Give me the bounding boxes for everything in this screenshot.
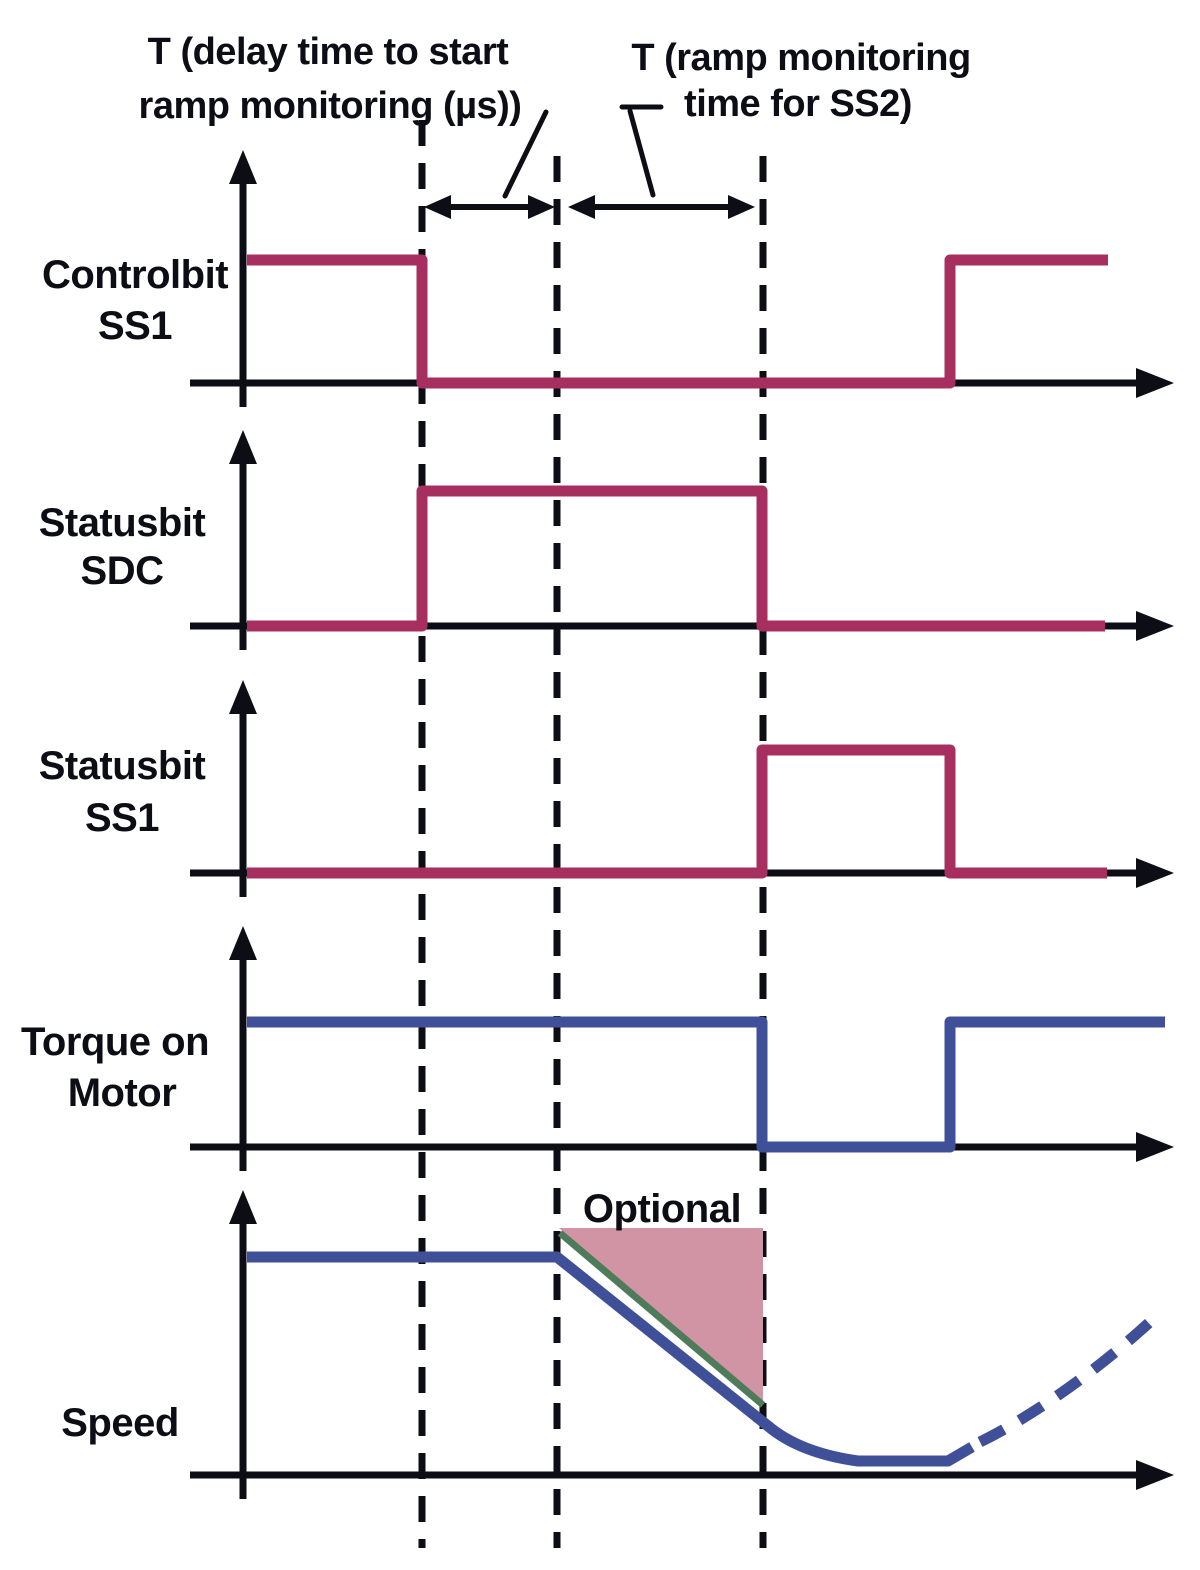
signal-controlbit-ss1	[247, 254, 1108, 389]
signal-traces	[247, 254, 1165, 1467]
panel-label-controlbit-ss1: SS1	[98, 304, 172, 348]
y-axis-arrowhead	[229, 926, 257, 960]
y-axis-arrowhead	[229, 680, 257, 714]
callout-line-1	[502, 109, 549, 199]
measure-arrows	[424, 195, 755, 219]
axis-statusbit-sdc	[190, 430, 1174, 650]
measure-arrowhead-right	[728, 195, 755, 219]
panel-label-statusbit-sdc: SDC	[81, 549, 164, 593]
ramp-monitoring-label-line2: time for SS2)	[684, 83, 912, 125]
axis-controlbit-ss1	[190, 150, 1174, 407]
panel-label-statusbit: Statusbit	[39, 501, 206, 545]
optional-region	[557, 1228, 766, 1408]
optional-label: Optional	[583, 1187, 741, 1231]
ramp-monitoring-label-line1: T (ramp monitoring	[631, 37, 970, 79]
y-axis-arrowhead	[229, 430, 257, 464]
measure-arrow-1	[424, 195, 555, 219]
axis-speed	[190, 1190, 1174, 1499]
signal-speed-solid	[247, 1251, 975, 1467]
ramp-limit-green-edge	[557, 1230, 766, 1408]
y-axis-arrowhead	[229, 1190, 257, 1224]
callout-lines	[502, 104, 664, 199]
measure-arrowhead-right	[528, 195, 555, 219]
panel-label-statusbit2: Statusbit	[39, 744, 206, 788]
x-axis-arrowhead	[1136, 1132, 1174, 1162]
axis-torque-on-motor	[190, 926, 1174, 1171]
x-axis-arrowhead	[1136, 1460, 1174, 1490]
x-axis-arrowhead	[1136, 858, 1174, 888]
signal-statusbit-ss1	[247, 744, 1107, 879]
signal-torque-on-motor	[247, 1016, 1165, 1153]
panel-label-speed: Speed	[61, 1401, 179, 1445]
y-axis-arrowhead	[229, 150, 257, 184]
x-axis-arrowhead	[1136, 611, 1174, 641]
callout-line-3	[627, 108, 656, 198]
delay-time-label-line2: ramp monitoring (µs))	[139, 85, 522, 127]
x-axis-arrowhead	[1136, 368, 1174, 398]
measure-arrowhead-left	[568, 195, 595, 219]
signal-statusbit-sdc	[247, 485, 1105, 632]
delay-time-label-line1: T (delay time to start	[148, 31, 509, 73]
measure-arrowhead-left	[424, 195, 451, 219]
measure-arrow-2	[568, 195, 755, 219]
panel-label-motor: Motor	[68, 1071, 177, 1115]
axis-statusbit-ss1	[190, 680, 1174, 897]
panel-label-statusbit-ss1: SS1	[85, 796, 159, 840]
signal-speed-restart-dashed	[977, 1315, 1156, 1447]
panel-label-controlbit: Controlbit	[42, 253, 228, 297]
panel-label-torque-on: Torque on	[21, 1020, 209, 1064]
